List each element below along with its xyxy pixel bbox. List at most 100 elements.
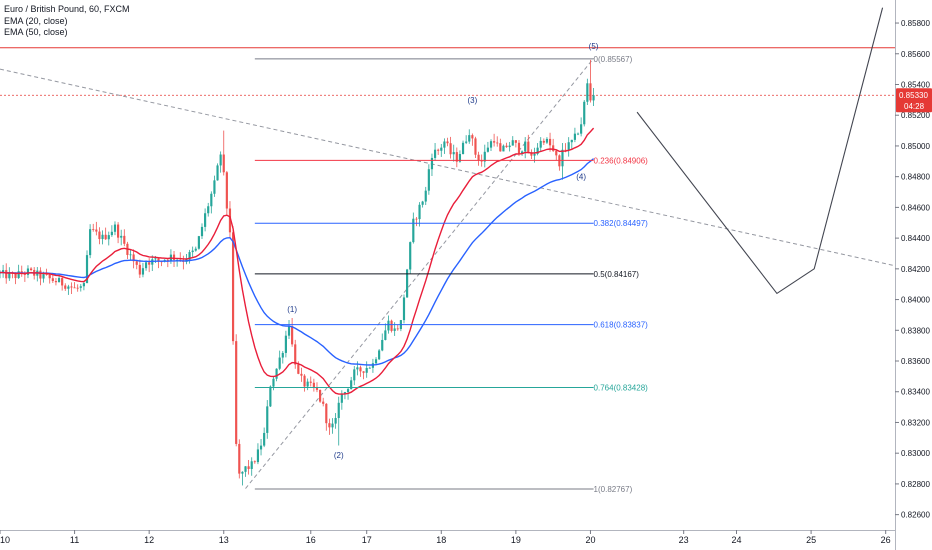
legend-ema-fast[interactable]: EMA (20, close) xyxy=(4,15,68,26)
time-tick-label: 26 xyxy=(881,535,891,545)
candle-body xyxy=(570,139,573,143)
time-tick-label: 25 xyxy=(806,535,816,545)
candle-body xyxy=(123,235,126,244)
candle-body xyxy=(322,401,325,404)
candle-body xyxy=(452,152,455,155)
candle-body xyxy=(474,138,477,155)
candle-body xyxy=(231,232,235,342)
candle-body xyxy=(287,326,291,336)
candle-body xyxy=(129,254,132,256)
candle-body xyxy=(5,270,8,279)
legend-ema-slow[interactable]: EMA (50, close) xyxy=(4,27,68,37)
candle-body xyxy=(157,258,160,262)
candle-body xyxy=(483,151,486,162)
candle-body xyxy=(325,403,328,424)
candle-body xyxy=(275,368,278,379)
time-tick-label: 20 xyxy=(585,535,595,545)
candle-body xyxy=(402,297,406,321)
candle-body xyxy=(418,204,421,220)
price-tick-label: 0.85800 xyxy=(901,19,930,28)
candle-body xyxy=(98,231,101,240)
legend-symbol[interactable]: Euro / British Pound, 60, FXCM xyxy=(4,4,130,14)
candle-body xyxy=(141,268,145,275)
time-tick-label: 24 xyxy=(732,535,742,545)
candle-body xyxy=(244,466,247,472)
candle-body xyxy=(272,378,275,387)
candle-body xyxy=(390,320,393,331)
time-tick-label: 18 xyxy=(436,535,446,545)
candle-body xyxy=(446,141,449,144)
fib-level-label: 0.382(0.84497) xyxy=(594,219,649,228)
candle-body xyxy=(132,254,135,262)
candle-body xyxy=(542,140,545,143)
price-tick-label: 0.83600 xyxy=(901,357,930,366)
candle-body xyxy=(222,154,225,173)
candle-body xyxy=(337,402,340,419)
candle-body xyxy=(356,367,359,370)
candle-body xyxy=(73,287,76,289)
price-tick-label: 0.85200 xyxy=(901,111,930,120)
candle-body xyxy=(486,147,489,152)
candle-body xyxy=(520,151,524,154)
candle-body xyxy=(350,380,353,390)
candle-body xyxy=(8,272,11,279)
candle-body xyxy=(455,152,458,162)
time-axis[interactable]: 10 11 12 13 16 17 18 19 20 23 24 25 26 xyxy=(0,530,895,545)
candle-body xyxy=(64,285,67,289)
candle-body xyxy=(101,234,104,240)
candle-body xyxy=(79,286,82,288)
candle-body xyxy=(368,367,371,369)
candle-body xyxy=(353,369,356,381)
candle-body xyxy=(241,471,244,474)
candle-body xyxy=(42,274,45,279)
candle-body xyxy=(48,274,51,279)
time-tick-label: 17 xyxy=(362,535,372,545)
time-tick-label: 13 xyxy=(219,535,229,545)
candle-body xyxy=(207,206,210,214)
candle-body xyxy=(219,154,222,166)
time-tick-label: 23 xyxy=(679,535,689,545)
candle-body xyxy=(343,392,347,395)
candle-body xyxy=(315,387,319,390)
candle-body xyxy=(412,218,415,243)
candle-body xyxy=(82,283,85,287)
price-tick-label: 0.85600 xyxy=(901,50,930,59)
fib-level-label: 0(0.85567) xyxy=(594,55,633,64)
candle-body xyxy=(393,328,396,331)
candle-body xyxy=(508,145,511,148)
candle-body xyxy=(57,278,61,283)
ema-20-line xyxy=(0,127,595,395)
candle-body xyxy=(23,274,26,275)
candle-body xyxy=(256,449,260,463)
price-tick-label: 0.84400 xyxy=(901,234,930,243)
candle-body xyxy=(312,382,315,388)
candle-body xyxy=(517,142,521,154)
candle-body xyxy=(294,344,297,365)
candle-body xyxy=(586,83,589,102)
candle-body xyxy=(505,145,508,148)
candle-body xyxy=(238,443,241,474)
fib-levels: 0(0.85567) 0.236(0.84906) 0.382(0.84497) 0.… xyxy=(254,55,649,494)
wave-label: (3) xyxy=(467,96,477,105)
candle-body xyxy=(362,371,365,373)
candle-body xyxy=(449,143,452,155)
candle-body xyxy=(2,270,5,273)
candle-body xyxy=(576,133,580,135)
candle-body xyxy=(154,258,157,260)
candle-body xyxy=(213,180,216,194)
candle-body xyxy=(334,418,337,424)
price-tick-label: 0.83800 xyxy=(901,326,930,335)
candle-body xyxy=(378,350,381,360)
candle-body xyxy=(465,141,468,143)
candle-body xyxy=(536,147,539,154)
price-axis[interactable]: 0.82600 0.82800 0.83000 0.83200 0.83400 0.836… xyxy=(895,0,932,550)
candle-body xyxy=(440,147,443,151)
candle-body xyxy=(561,149,564,167)
candle-body xyxy=(110,231,113,236)
price-tags: 0.85330 04:28 xyxy=(896,88,932,113)
candle-body xyxy=(172,254,176,260)
candle-body xyxy=(300,373,303,376)
candle-body xyxy=(533,153,536,156)
candle-body xyxy=(387,320,390,331)
